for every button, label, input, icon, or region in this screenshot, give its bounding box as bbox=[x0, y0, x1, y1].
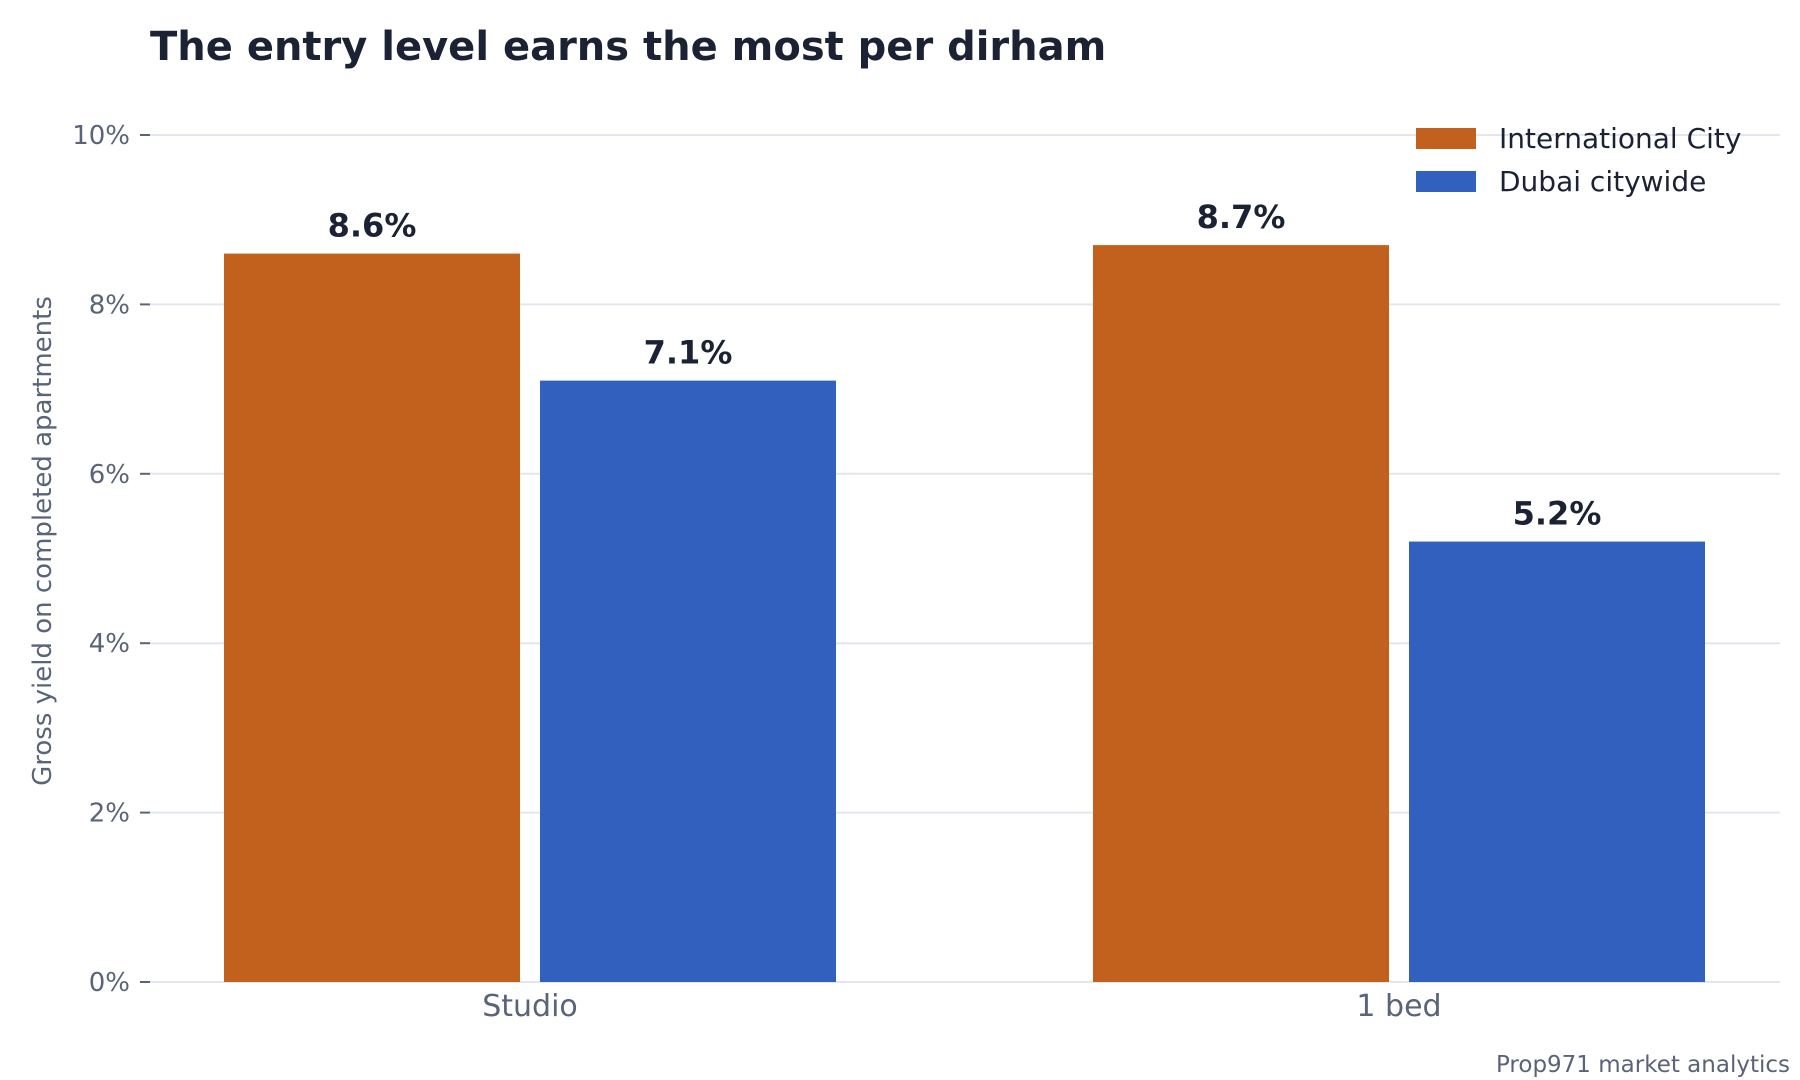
value-label-0-0: 8.6% bbox=[328, 207, 417, 245]
legend: International City Dubai citywide bbox=[1416, 122, 1741, 198]
value-label-1-1: 5.2% bbox=[1513, 495, 1602, 533]
bars bbox=[224, 245, 1705, 983]
bar-0-1 bbox=[540, 380, 836, 982]
y-tick-label-4: 8% bbox=[89, 290, 130, 320]
x-axis: Studio 1 bed bbox=[482, 989, 1441, 1024]
bar-1-0 bbox=[1093, 245, 1389, 983]
y-axis: 0% 2% 4% 6% 8% 10% bbox=[72, 121, 150, 998]
category-label-0: Studio bbox=[482, 989, 578, 1024]
legend-swatch-dubai-citywide bbox=[1416, 171, 1476, 192]
legend-label-dubai-citywide: Dubai citywide bbox=[1499, 165, 1706, 198]
legend-swatch-international-city bbox=[1416, 128, 1476, 149]
y-tick-label-3: 6% bbox=[89, 460, 130, 490]
bar-1-1 bbox=[1409, 541, 1705, 982]
category-label-1: 1 bed bbox=[1356, 989, 1441, 1024]
y-tick-label-5: 10% bbox=[72, 121, 130, 151]
value-label-0-1: 7.1% bbox=[644, 334, 733, 372]
bar-0-0 bbox=[224, 253, 520, 982]
y-tick-label-0: 0% bbox=[89, 968, 130, 998]
legend-label-international-city: International City bbox=[1499, 122, 1741, 155]
value-label-1-0: 8.7% bbox=[1197, 198, 1286, 236]
y-axis-label: Gross yield on completed apartments bbox=[28, 296, 58, 786]
value-labels: 8.6% 7.1% 8.7% 5.2% bbox=[328, 198, 1602, 532]
source-note: Prop971 market analytics bbox=[1496, 1052, 1790, 1078]
chart-title: The entry level earns the most per dirha… bbox=[150, 24, 1106, 70]
y-tick-label-1: 2% bbox=[89, 799, 130, 829]
y-tick-label-2: 4% bbox=[89, 629, 130, 659]
